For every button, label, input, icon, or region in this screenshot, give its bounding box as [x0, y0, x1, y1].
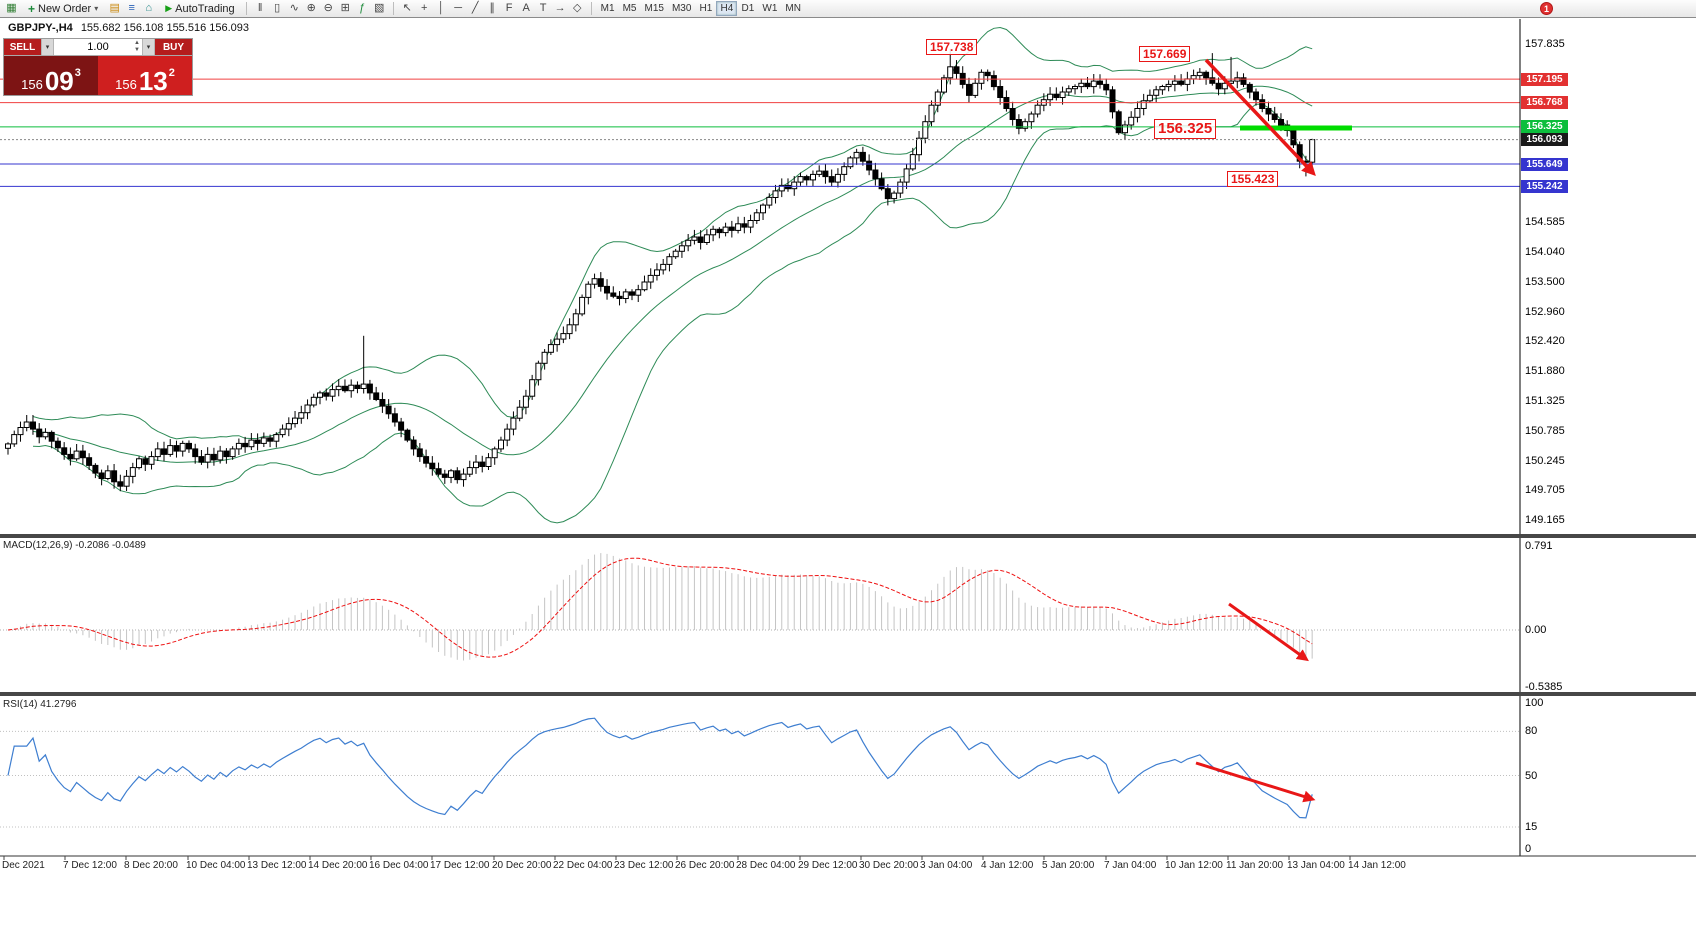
- text-label-icon[interactable]: T: [539, 2, 547, 14]
- crosshair-icon[interactable]: +: [420, 2, 428, 14]
- timeframe-h1[interactable]: H1: [695, 1, 716, 16]
- sell-button[interactable]: SELL: [4, 39, 41, 55]
- sell-price-display[interactable]: 156 09 3: [4, 56, 98, 95]
- price-axis[interactable]: [1520, 18, 1696, 856]
- panel-divider[interactable]: [0, 534, 1696, 538]
- new-order-icon: +: [28, 1, 36, 16]
- timeframe-m1[interactable]: M1: [597, 1, 619, 16]
- chevron-down-icon[interactable]: ▾: [142, 39, 155, 55]
- vertical-line-icon[interactable]: │: [437, 2, 445, 14]
- zoom-in-icon[interactable]: ⊕: [306, 2, 316, 14]
- timeframe-mn[interactable]: MN: [781, 1, 805, 16]
- indicators-icon[interactable]: ƒ: [359, 2, 366, 14]
- play-icon: ▶: [165, 3, 173, 13]
- volume-value: 1.00: [87, 41, 109, 53]
- chevron-down-icon: ▾: [94, 4, 99, 13]
- time-axis[interactable]: [0, 856, 1520, 878]
- bid-main: 156: [21, 76, 43, 92]
- volume-stepper[interactable]: ▲ ▼: [134, 40, 140, 54]
- toolbar: ▦ + New Order ▾ ▤ ≡ ⌂ ▶ AutoTrading ‖ ▯ ∿ ⊕ ⊖ ⊞…: [0, 0, 1696, 18]
- bid-fraction: 3: [74, 67, 81, 79]
- bollinger-middle-band: [32, 85, 1313, 463]
- macd-signal-line: [7, 557, 1313, 658]
- bollinger-bands: [32, 26, 1313, 524]
- channel-icon[interactable]: ∥: [489, 2, 495, 14]
- timeframe-buttons: M1 M5 M15 M30 H1 H4 D1 W1 MN: [597, 1, 805, 16]
- chevron-down-icon[interactable]: ▾: [41, 39, 54, 55]
- toolbar-separator: [245, 2, 247, 15]
- fibonacci-icon[interactable]: F: [505, 2, 513, 14]
- shapes-icon[interactable]: ◇: [572, 2, 582, 14]
- buy-price-display[interactable]: 156 13 2: [98, 56, 192, 95]
- toolbar-separator: [590, 2, 592, 15]
- bid-pips: 09: [44, 66, 74, 97]
- new-chart-icon[interactable]: ▦: [6, 2, 17, 14]
- trend-arrow[interactable]: [1204, 58, 1316, 177]
- trend-arrow[interactable]: [1228, 602, 1309, 662]
- notification-badge[interactable]: 1: [1540, 2, 1553, 15]
- navigator-icon[interactable]: ⌂: [145, 2, 153, 14]
- arrow-tool-icon[interactable]: →: [554, 2, 566, 14]
- buy-button[interactable]: BUY: [155, 39, 192, 55]
- candlestick-series: [5, 48, 1316, 492]
- autotrading-label: AutoTrading: [175, 2, 235, 15]
- candlestick-chart-icon[interactable]: ▯: [274, 2, 281, 14]
- stepper-up-icon[interactable]: ▲: [134, 40, 140, 46]
- trend-arrow[interactable]: [1195, 761, 1316, 803]
- line-chart-icon[interactable]: ∿: [289, 2, 299, 14]
- trendline-icon[interactable]: ╱: [471, 2, 479, 14]
- ask-fraction: 2: [168, 67, 175, 79]
- toolbar-separator: [392, 2, 394, 15]
- profiles-icon[interactable]: ▤: [109, 2, 120, 14]
- templates-icon[interactable]: ▧: [373, 2, 385, 14]
- zoom-out-icon[interactable]: ⊖: [323, 2, 333, 14]
- bollinger-upper-band: [32, 26, 1313, 440]
- ask-pips: 13: [138, 66, 168, 97]
- tile-windows-icon[interactable]: ⊞: [340, 2, 350, 14]
- text-icon[interactable]: A: [522, 2, 530, 14]
- toolbar-group-line-studies: ↖ + │ ─ ╱ ∥ F A T → ◇: [399, 1, 586, 16]
- timeframe-d1[interactable]: D1: [737, 1, 758, 16]
- timeframe-m15[interactable]: M15: [640, 1, 667, 16]
- volume-input[interactable]: 1.00 ▲ ▼: [54, 39, 142, 55]
- chart-ohlc-header: GBPJPY-,H4 155.682 156.108 155.516 156.09…: [8, 22, 249, 34]
- bar-chart-icon[interactable]: ‖: [257, 2, 263, 14]
- ask-main: 156: [115, 76, 137, 92]
- stepper-down-icon[interactable]: ▼: [134, 47, 140, 53]
- timeframe-h4[interactable]: H4: [716, 1, 738, 16]
- new-order-button[interactable]: + New Order ▾: [22, 1, 104, 17]
- autotrading-button[interactable]: ▶ AutoTrading: [159, 1, 240, 17]
- market-watch-icon[interactable]: ≡: [128, 2, 135, 14]
- timeframe-w1[interactable]: W1: [758, 1, 781, 16]
- timeframe-m5[interactable]: M5: [619, 1, 641, 16]
- rsi-line: [7, 717, 1313, 819]
- toolbar-group-panels: ▤ ≡ ⌂: [106, 1, 157, 16]
- cursor-icon[interactable]: ↖: [402, 2, 412, 14]
- ohlc-values: 155.682 156.108 155.516 156.093: [80, 22, 250, 34]
- rsi-indicator-label: RSI(14) 41.2796: [3, 699, 77, 710]
- toolbar-group-chart: ‖ ▯ ∿ ⊕ ⊖ ⊞ ƒ ▧: [252, 1, 388, 16]
- macd-histogram: [13, 553, 1313, 661]
- timeframe-m30[interactable]: M30: [668, 1, 695, 16]
- symbol-period-label: GBPJPY-,H4: [8, 22, 73, 34]
- one-click-trading-panel: SELL ▾ 1.00 ▲ ▼ ▾ BUY 156 09 3 156 13 2: [3, 38, 193, 96]
- new-order-label: New Order: [38, 2, 92, 15]
- panel-divider[interactable]: [0, 692, 1696, 696]
- toolbar-group-file: ▦: [3, 1, 20, 16]
- horizontal-line-icon[interactable]: ─: [454, 2, 463, 14]
- macd-indicator-label: MACD(12,26,9) -0.2086 -0.0489: [3, 540, 146, 551]
